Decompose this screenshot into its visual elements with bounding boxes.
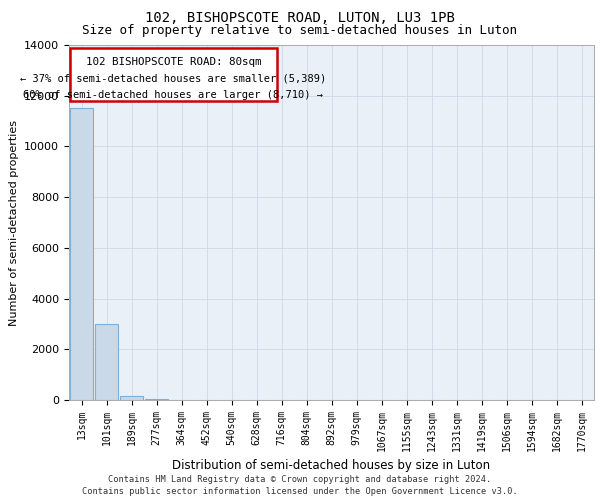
Bar xyxy=(70,108,93,400)
Text: 102, BISHOPSCOTE ROAD, LUTON, LU3 1PB: 102, BISHOPSCOTE ROAD, LUTON, LU3 1PB xyxy=(145,11,455,25)
Text: Size of property relative to semi-detached houses in Luton: Size of property relative to semi-detach… xyxy=(83,24,517,37)
FancyBboxPatch shape xyxy=(70,48,277,101)
Text: ← 37% of semi-detached houses are smaller (5,389): ← 37% of semi-detached houses are smalle… xyxy=(20,74,326,84)
X-axis label: Distribution of semi-detached houses by size in Luton: Distribution of semi-detached houses by … xyxy=(172,459,491,472)
Bar xyxy=(120,396,143,400)
Bar xyxy=(95,324,118,400)
Text: Contains HM Land Registry data © Crown copyright and database right 2024.
Contai: Contains HM Land Registry data © Crown c… xyxy=(82,474,518,496)
Text: 102 BISHOPSCOTE ROAD: 80sqm: 102 BISHOPSCOTE ROAD: 80sqm xyxy=(86,57,261,67)
Y-axis label: Number of semi-detached properties: Number of semi-detached properties xyxy=(8,120,19,326)
Text: 60% of semi-detached houses are larger (8,710) →: 60% of semi-detached houses are larger (… xyxy=(23,90,323,101)
